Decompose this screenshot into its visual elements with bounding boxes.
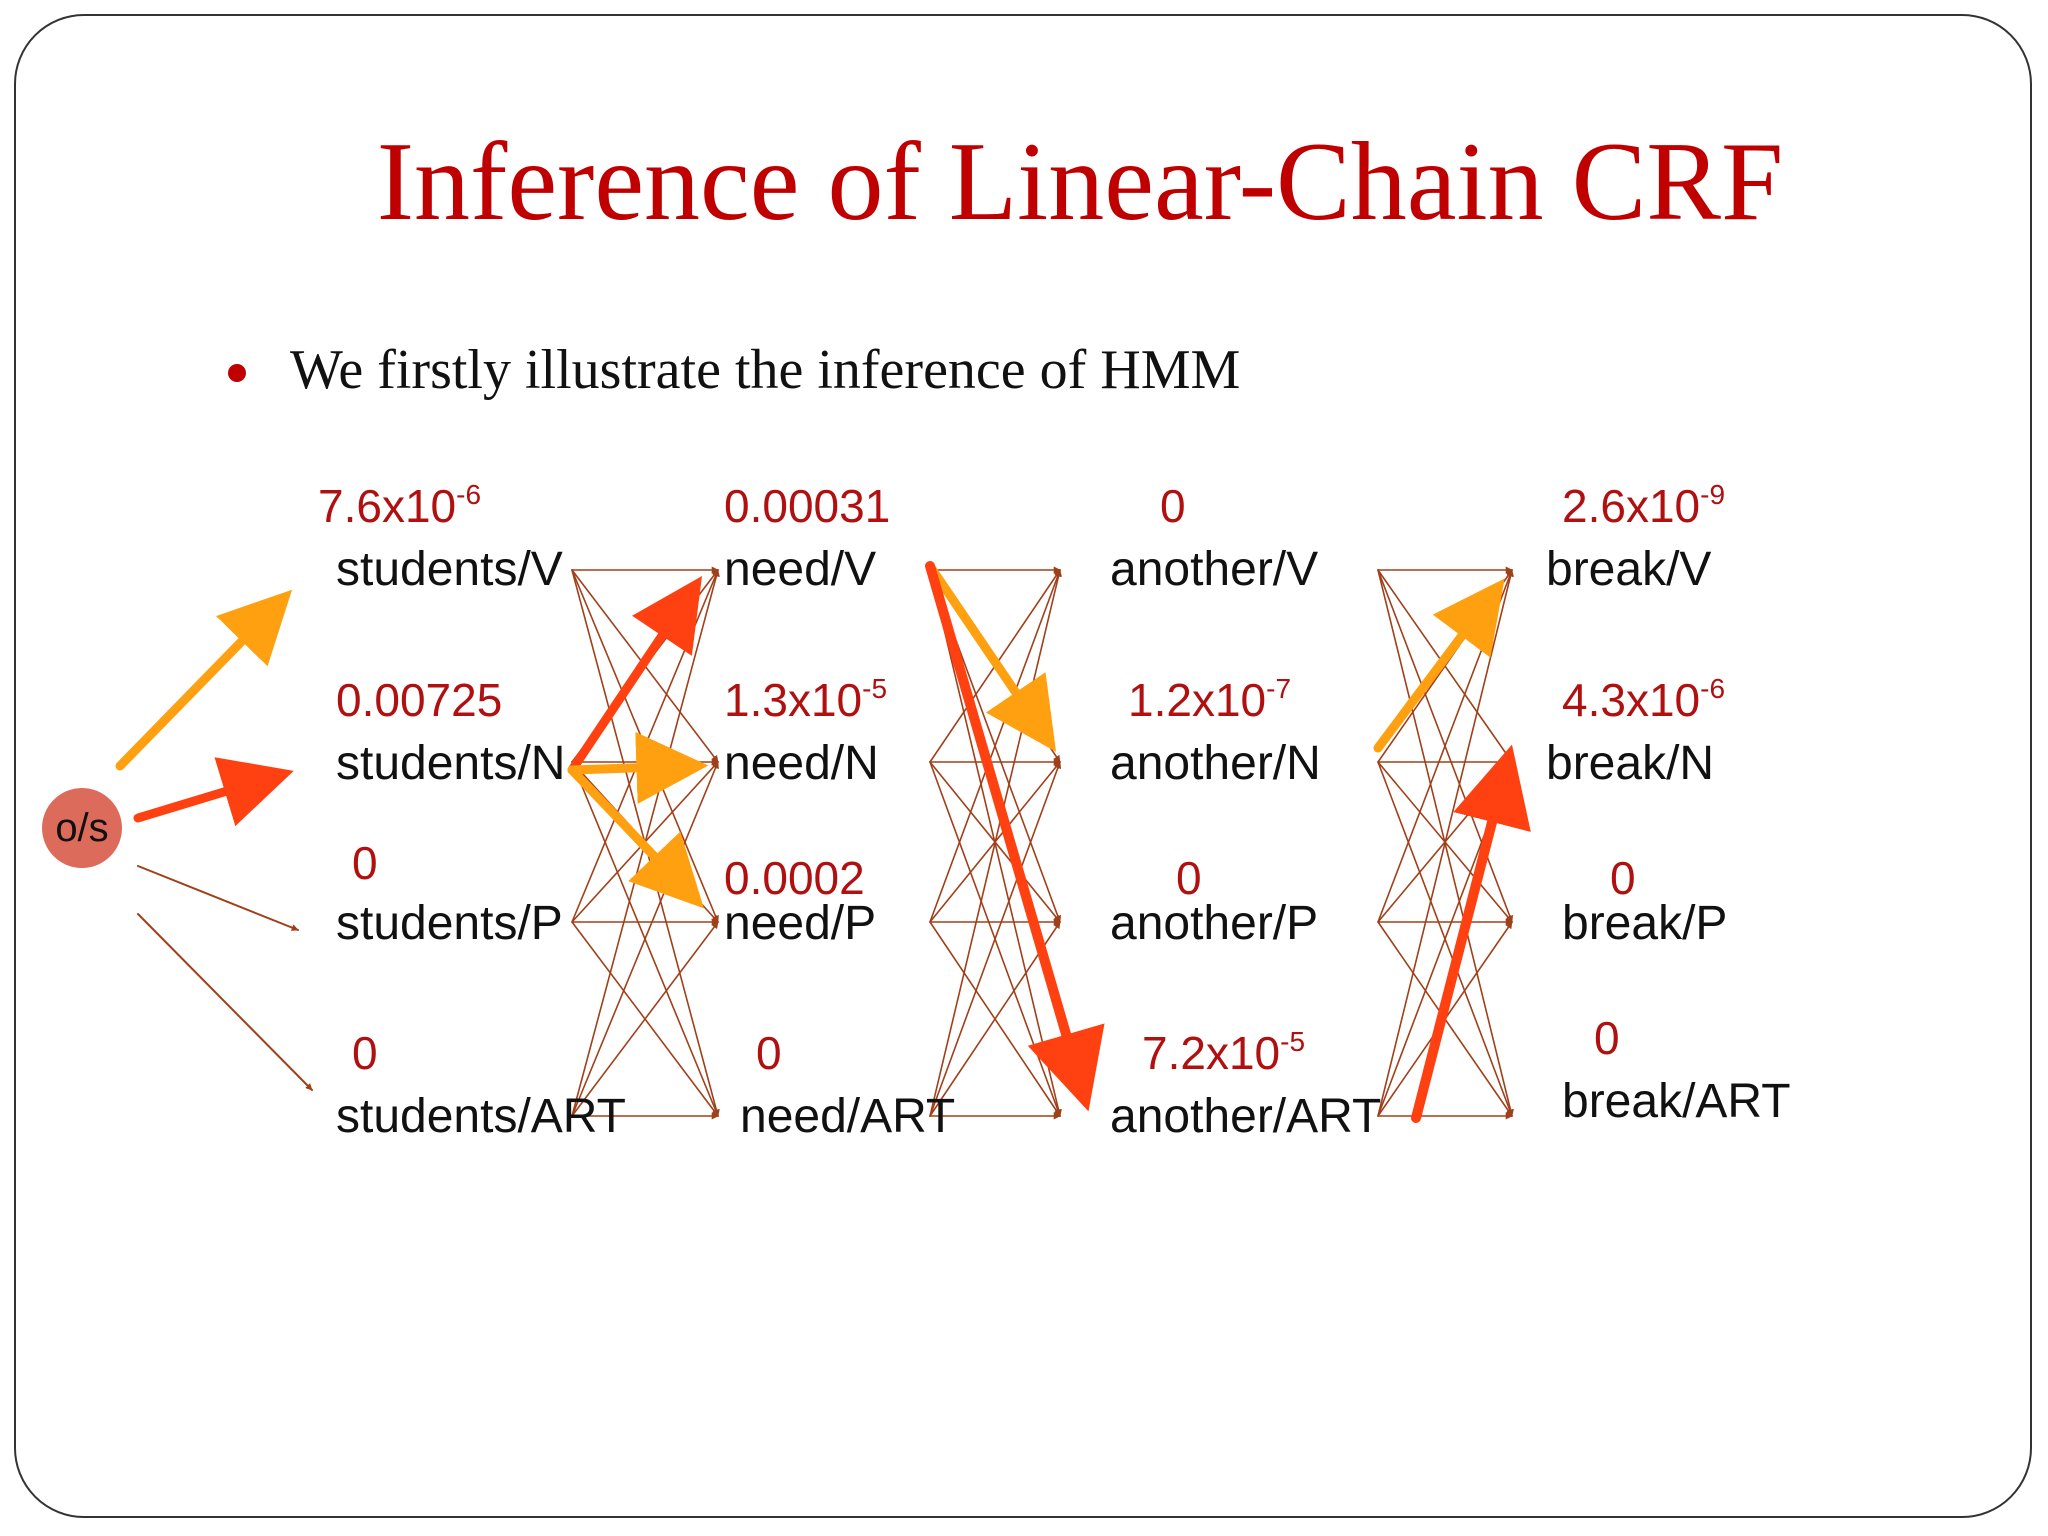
state-need-art: need/ART [740, 1090, 956, 1143]
state-break-v: break/V [1546, 543, 1712, 596]
prob-another-art: 7.2x10-5 [1142, 1026, 1306, 1079]
state-break-p: break/P [1562, 897, 1728, 950]
edge-need-another-3-1 [929, 761, 1062, 1117]
prob-students-v: 7.6x10-6 [318, 479, 482, 532]
bullet-dot-icon [228, 364, 246, 382]
prob-students-p: 0 [352, 837, 378, 889]
prob-another-v: 0 [1160, 480, 1186, 532]
state-students-art: students/ART [336, 1090, 626, 1143]
state-need-v: need/V [724, 543, 877, 596]
bullet-text: We firstly illustrate the inference of H… [290, 339, 1241, 401]
edge-need-another-3-0 [929, 569, 1062, 1117]
best-edge-need-v-another-n [925, 561, 1057, 752]
edge-start-students-art [137, 913, 313, 1091]
edge-start-students-p [137, 865, 299, 931]
best-edge-students-n-need-n [567, 731, 709, 804]
state-students-n: students/N [336, 737, 566, 790]
start-node [42, 788, 122, 868]
state-need-n: need/N [724, 737, 879, 790]
prob-break-art: 0 [1594, 1012, 1620, 1064]
prob-need-v: 0.00031 [724, 480, 891, 532]
prob-another-n: 1.2x10-7 [1128, 673, 1292, 726]
state-another-n: another/N [1110, 737, 1321, 790]
edge-another-break-3-0 [1377, 569, 1514, 1117]
best-edge-another-n-break-v [1373, 578, 1505, 753]
edge-students-need-3-1 [571, 761, 719, 1117]
state-break-art: break/ART [1562, 1075, 1791, 1128]
prob-students-n: 0.00725 [336, 674, 503, 726]
best-edge-students-n-need-p [567, 765, 704, 909]
state-students-p: students/P [336, 897, 563, 950]
prob-students-art: 0 [352, 1027, 378, 1079]
state-need-p: need/P [724, 897, 877, 950]
state-students-v: students/V [336, 543, 563, 596]
state-break-n: break/N [1546, 737, 1715, 790]
prob-need-art: 0 [756, 1027, 782, 1079]
prob-break-v: 2.6x10-9 [1562, 479, 1726, 532]
best-edge-start-students-v [115, 589, 293, 771]
prob-break-n: 4.3x10-6 [1562, 673, 1726, 726]
prob-need-n: 1.3x10-5 [724, 673, 888, 726]
best-edge-another-art-break-n [1411, 744, 1531, 1123]
prob-need-p: 0.0002 [724, 852, 865, 904]
prob-another-p: 0 [1176, 852, 1202, 904]
slide-title: Inference of Linear-Chain CRF [376, 120, 1784, 244]
best-edge-need-v-another-art [925, 561, 1105, 1112]
state-another-art: another/ART [1110, 1090, 1382, 1143]
edge-students-need-3-2 [571, 921, 719, 1117]
best-edge-students-n-need-v [567, 576, 703, 775]
state-another-p: another/P [1110, 897, 1319, 950]
best-edge-start-students-n [133, 757, 294, 827]
slide-frame [14, 14, 2032, 1518]
state-another-v: another/V [1110, 543, 1319, 596]
start-node-label: o/s [55, 806, 109, 850]
prob-break-p: 0 [1610, 852, 1636, 904]
